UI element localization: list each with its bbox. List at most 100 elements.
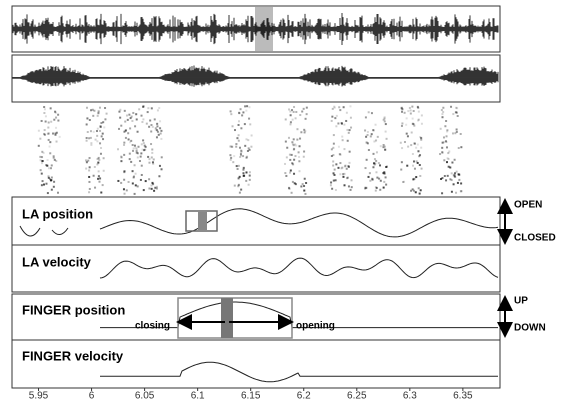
spectrogram-cell [238, 112, 240, 114]
spectrogram-cell [407, 146, 409, 148]
spectrogram-cell [249, 175, 251, 177]
spectrogram-cell [40, 169, 42, 171]
spectrogram-cell [96, 163, 98, 165]
spectrogram-cell [138, 108, 140, 110]
spectrogram-cell [51, 164, 53, 166]
spectrogram-cell [293, 111, 295, 113]
spectrogram-cell [348, 166, 350, 168]
spectrogram-cell [145, 180, 147, 182]
spectrogram-cell [296, 128, 298, 130]
spectrogram-cell [153, 190, 155, 192]
spectrogram-cell [376, 177, 378, 179]
spectrogram-cell [142, 118, 144, 120]
spectrogram-cell [161, 156, 163, 158]
spectrogram-cell [236, 165, 238, 167]
spectrogram-cell [136, 150, 138, 152]
spectrogram-cell [149, 120, 151, 122]
spectrogram-cell [152, 161, 154, 163]
spectrogram-cell [142, 139, 144, 141]
spectrogram-cell [98, 159, 100, 161]
spectrogram-cell [453, 183, 455, 185]
spectrogram-cell [98, 170, 100, 172]
spectrogram-cell [124, 110, 126, 112]
spectrogram-cell [289, 154, 291, 156]
spectrogram-cell [135, 184, 137, 186]
spectrogram-cell [305, 182, 307, 184]
spectrogram-cell [143, 142, 145, 144]
spectrogram-cell [245, 110, 247, 112]
spectrogram-cell [232, 125, 234, 127]
spectrogram-cell [290, 114, 292, 116]
spectrogram-cell [442, 111, 444, 113]
panel-label: LA velocity [22, 254, 92, 269]
spectrogram-cell [249, 123, 251, 125]
spectrogram-cell [284, 172, 286, 174]
spectrogram-cell [410, 113, 412, 115]
spectrogram-cell [386, 166, 388, 168]
finger-velocity-frame [12, 340, 500, 388]
spectrogram-cell [400, 142, 402, 144]
spectrogram-cell [401, 107, 403, 109]
spectrogram-cell [413, 190, 415, 192]
spectrogram-cell [379, 189, 381, 191]
spectrogram-cell [38, 145, 40, 147]
spectrogram-cell [441, 116, 443, 118]
spectrogram-cell [451, 172, 453, 174]
spectrogram-cell [239, 156, 241, 158]
spectrogram-cell [342, 176, 344, 178]
spectrogram-cell [52, 133, 54, 135]
spectrogram-cell [230, 110, 232, 112]
spectrogram-cell [102, 184, 104, 186]
spectrogram-cell [298, 151, 300, 153]
spectrogram-cell [331, 116, 333, 118]
spectrogram-cell [86, 137, 88, 139]
spectrogram-cell [406, 165, 408, 167]
spectrogram-cell [346, 177, 348, 179]
spectrogram-cell [235, 146, 237, 148]
spectrogram-cell [142, 106, 144, 108]
spectrogram-cell [234, 185, 236, 187]
open-label: OPEN [514, 200, 542, 211]
spectrogram-cell [49, 141, 51, 143]
spectrogram-cell [98, 175, 100, 177]
spectrogram-cell [48, 122, 50, 124]
spectrogram-cell [90, 142, 92, 144]
spectrogram-cell [456, 107, 458, 109]
spectrogram-cell [444, 125, 446, 127]
spectrogram-cell [53, 119, 55, 121]
spectrogram-cell [238, 134, 240, 136]
spectrogram-cell [87, 131, 89, 133]
spectrogram-cell [386, 138, 388, 140]
x-tick-label: 6.35 [453, 391, 473, 401]
spectrogram-cell [367, 134, 369, 136]
spectrogram-cell [445, 120, 447, 122]
spectrogram-cell [333, 134, 335, 136]
spectrogram-cell [230, 146, 232, 148]
spectrogram-cell [341, 136, 343, 138]
spectrogram-cell [248, 184, 250, 186]
spectrogram-cell [407, 135, 409, 137]
spectrogram-cell [59, 136, 61, 138]
spectrogram-cell [88, 176, 90, 178]
spectrogram-cell [244, 145, 246, 147]
spectrogram-cell [372, 129, 374, 131]
spectrogram-cell [338, 106, 340, 108]
spectrogram-cell [460, 133, 462, 135]
spectrogram-cell [444, 175, 446, 177]
spectrogram-cell [288, 188, 290, 190]
x-tick-label: 6.05 [135, 391, 155, 401]
spectrogram-cell [149, 158, 151, 160]
spectrogram-cell [343, 106, 345, 108]
spectrogram-cell [236, 137, 238, 139]
spectrogram-cell [371, 112, 373, 114]
spectrogram-cell [289, 172, 291, 174]
spectrogram-cell [92, 115, 94, 117]
spectrogram-cell [133, 147, 135, 149]
spectrogram-cell [450, 106, 452, 108]
x-tick-label: 6 [89, 391, 95, 401]
spectrogram-cell [406, 117, 408, 119]
la-position-trace [100, 209, 498, 237]
spectrogram-cell [288, 137, 290, 139]
spectrogram-cell [55, 127, 57, 129]
spectrogram-cell [375, 171, 377, 173]
